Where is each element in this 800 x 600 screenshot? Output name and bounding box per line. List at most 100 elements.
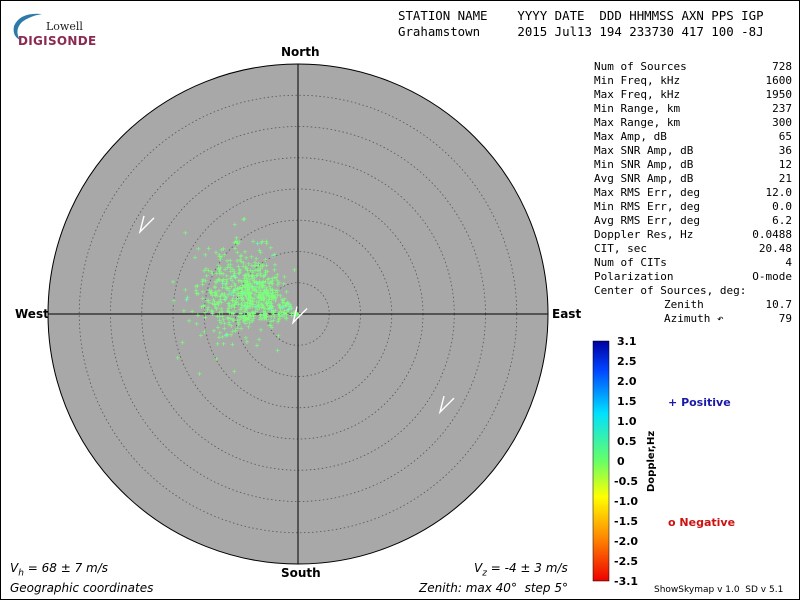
source-point: + <box>292 265 297 274</box>
source-point: + <box>269 308 274 317</box>
source-point: + <box>233 237 238 246</box>
source-point: + <box>269 299 274 308</box>
source-point: + <box>232 301 237 310</box>
source-point: + <box>256 293 261 302</box>
source-point: + <box>295 310 300 319</box>
source-point: + <box>239 304 244 313</box>
source-point: + <box>248 311 253 320</box>
stat-value: 12.0 <box>765 186 793 199</box>
source-point: + <box>253 261 258 270</box>
source-point: + <box>268 299 273 308</box>
vh-value: = 68 ± 7 m/s <box>23 561 109 575</box>
source-point: + <box>235 248 240 257</box>
source-point: + <box>276 318 281 327</box>
source-point: + <box>292 309 297 318</box>
source-point: + <box>190 307 195 316</box>
stat-row: CIT, sec 20.48 <box>594 242 792 256</box>
source-point: + <box>234 295 239 304</box>
source-point: + <box>239 277 244 286</box>
source-point: + <box>261 295 266 304</box>
source-point: + <box>242 277 247 286</box>
source-point: + <box>244 274 249 283</box>
source-point: + <box>175 353 180 362</box>
source-point: + <box>274 274 279 283</box>
source-point: + <box>273 288 278 297</box>
source-point: + <box>240 312 245 321</box>
source-point: + <box>257 292 262 301</box>
colorbar-tick-label: 3.1 <box>617 335 637 348</box>
stat-label: CIT, sec <box>594 242 647 255</box>
source-point: + <box>209 267 214 276</box>
source-point: + <box>217 266 222 275</box>
source-point: + <box>235 284 240 293</box>
source-point: + <box>243 291 248 300</box>
source-point: + <box>286 299 291 308</box>
colorbar-tick-label: 1.0 <box>617 415 637 428</box>
source-point: + <box>223 292 228 301</box>
source-point: + <box>233 297 238 306</box>
source-point: + <box>232 220 237 229</box>
source-point: + <box>225 284 230 293</box>
source-point: + <box>239 309 244 318</box>
source-point: + <box>214 269 219 278</box>
source-point: + <box>194 320 199 329</box>
source-point: + <box>245 283 250 292</box>
stat-value: 1600 <box>765 74 793 87</box>
source-point: + <box>212 288 217 297</box>
source-point: + <box>245 301 250 310</box>
source-point: + <box>263 312 268 321</box>
header-line-1: STATION NAME YYYY DATE DDD HHMMSS AXN PP… <box>398 8 764 23</box>
source-point: + <box>273 296 278 305</box>
source-point: + <box>254 277 259 286</box>
source-point: + <box>245 298 250 307</box>
source-point: + <box>232 270 237 279</box>
source-point: + <box>237 289 242 298</box>
source-point: + <box>271 292 276 301</box>
source-point: + <box>238 251 243 260</box>
source-point: + <box>284 315 289 324</box>
source-point: + <box>236 300 241 309</box>
source-point: + <box>268 321 273 330</box>
source-point: + <box>221 270 226 279</box>
source-point: + <box>258 248 263 257</box>
source-point: + <box>282 273 287 282</box>
source-point: + <box>247 285 252 294</box>
source-point: + <box>228 256 233 265</box>
source-point: + <box>218 255 223 264</box>
vh-symbol: V <box>10 561 19 575</box>
source-point: + <box>248 297 253 306</box>
source-point: + <box>265 286 270 295</box>
source-point: + <box>257 335 262 344</box>
stat-value: 300 <box>772 116 792 129</box>
source-point: + <box>267 295 272 304</box>
source-point: + <box>267 322 272 331</box>
source-point: + <box>260 282 265 291</box>
source-point: + <box>280 298 285 307</box>
stat-row: Max RMS Err, deg 12.0 <box>594 186 792 200</box>
source-point: + <box>231 287 236 296</box>
source-point: + <box>245 283 250 292</box>
source-point: + <box>224 294 229 303</box>
source-point: + <box>229 290 234 299</box>
source-point: + <box>201 302 206 311</box>
source-point: + <box>248 292 253 301</box>
source-point: + <box>249 272 254 281</box>
source-point: + <box>240 283 245 292</box>
source-point: + <box>197 370 202 379</box>
source-point: + <box>260 282 265 291</box>
source-point: + <box>262 286 267 295</box>
source-point: + <box>234 298 239 307</box>
source-point: + <box>239 294 244 303</box>
source-point: + <box>281 280 286 289</box>
source-point: + <box>281 310 286 319</box>
source-point: + <box>262 281 267 290</box>
source-point: + <box>258 287 263 296</box>
source-point: + <box>269 291 274 300</box>
source-point: + <box>230 316 235 325</box>
source-point: + <box>194 289 199 298</box>
colorbar-tick-label: -1.0 <box>614 495 639 508</box>
stat-value: 10.7 <box>765 298 793 311</box>
source-point: + <box>214 278 219 287</box>
source-point: + <box>234 298 239 307</box>
source-point: + <box>272 308 277 317</box>
